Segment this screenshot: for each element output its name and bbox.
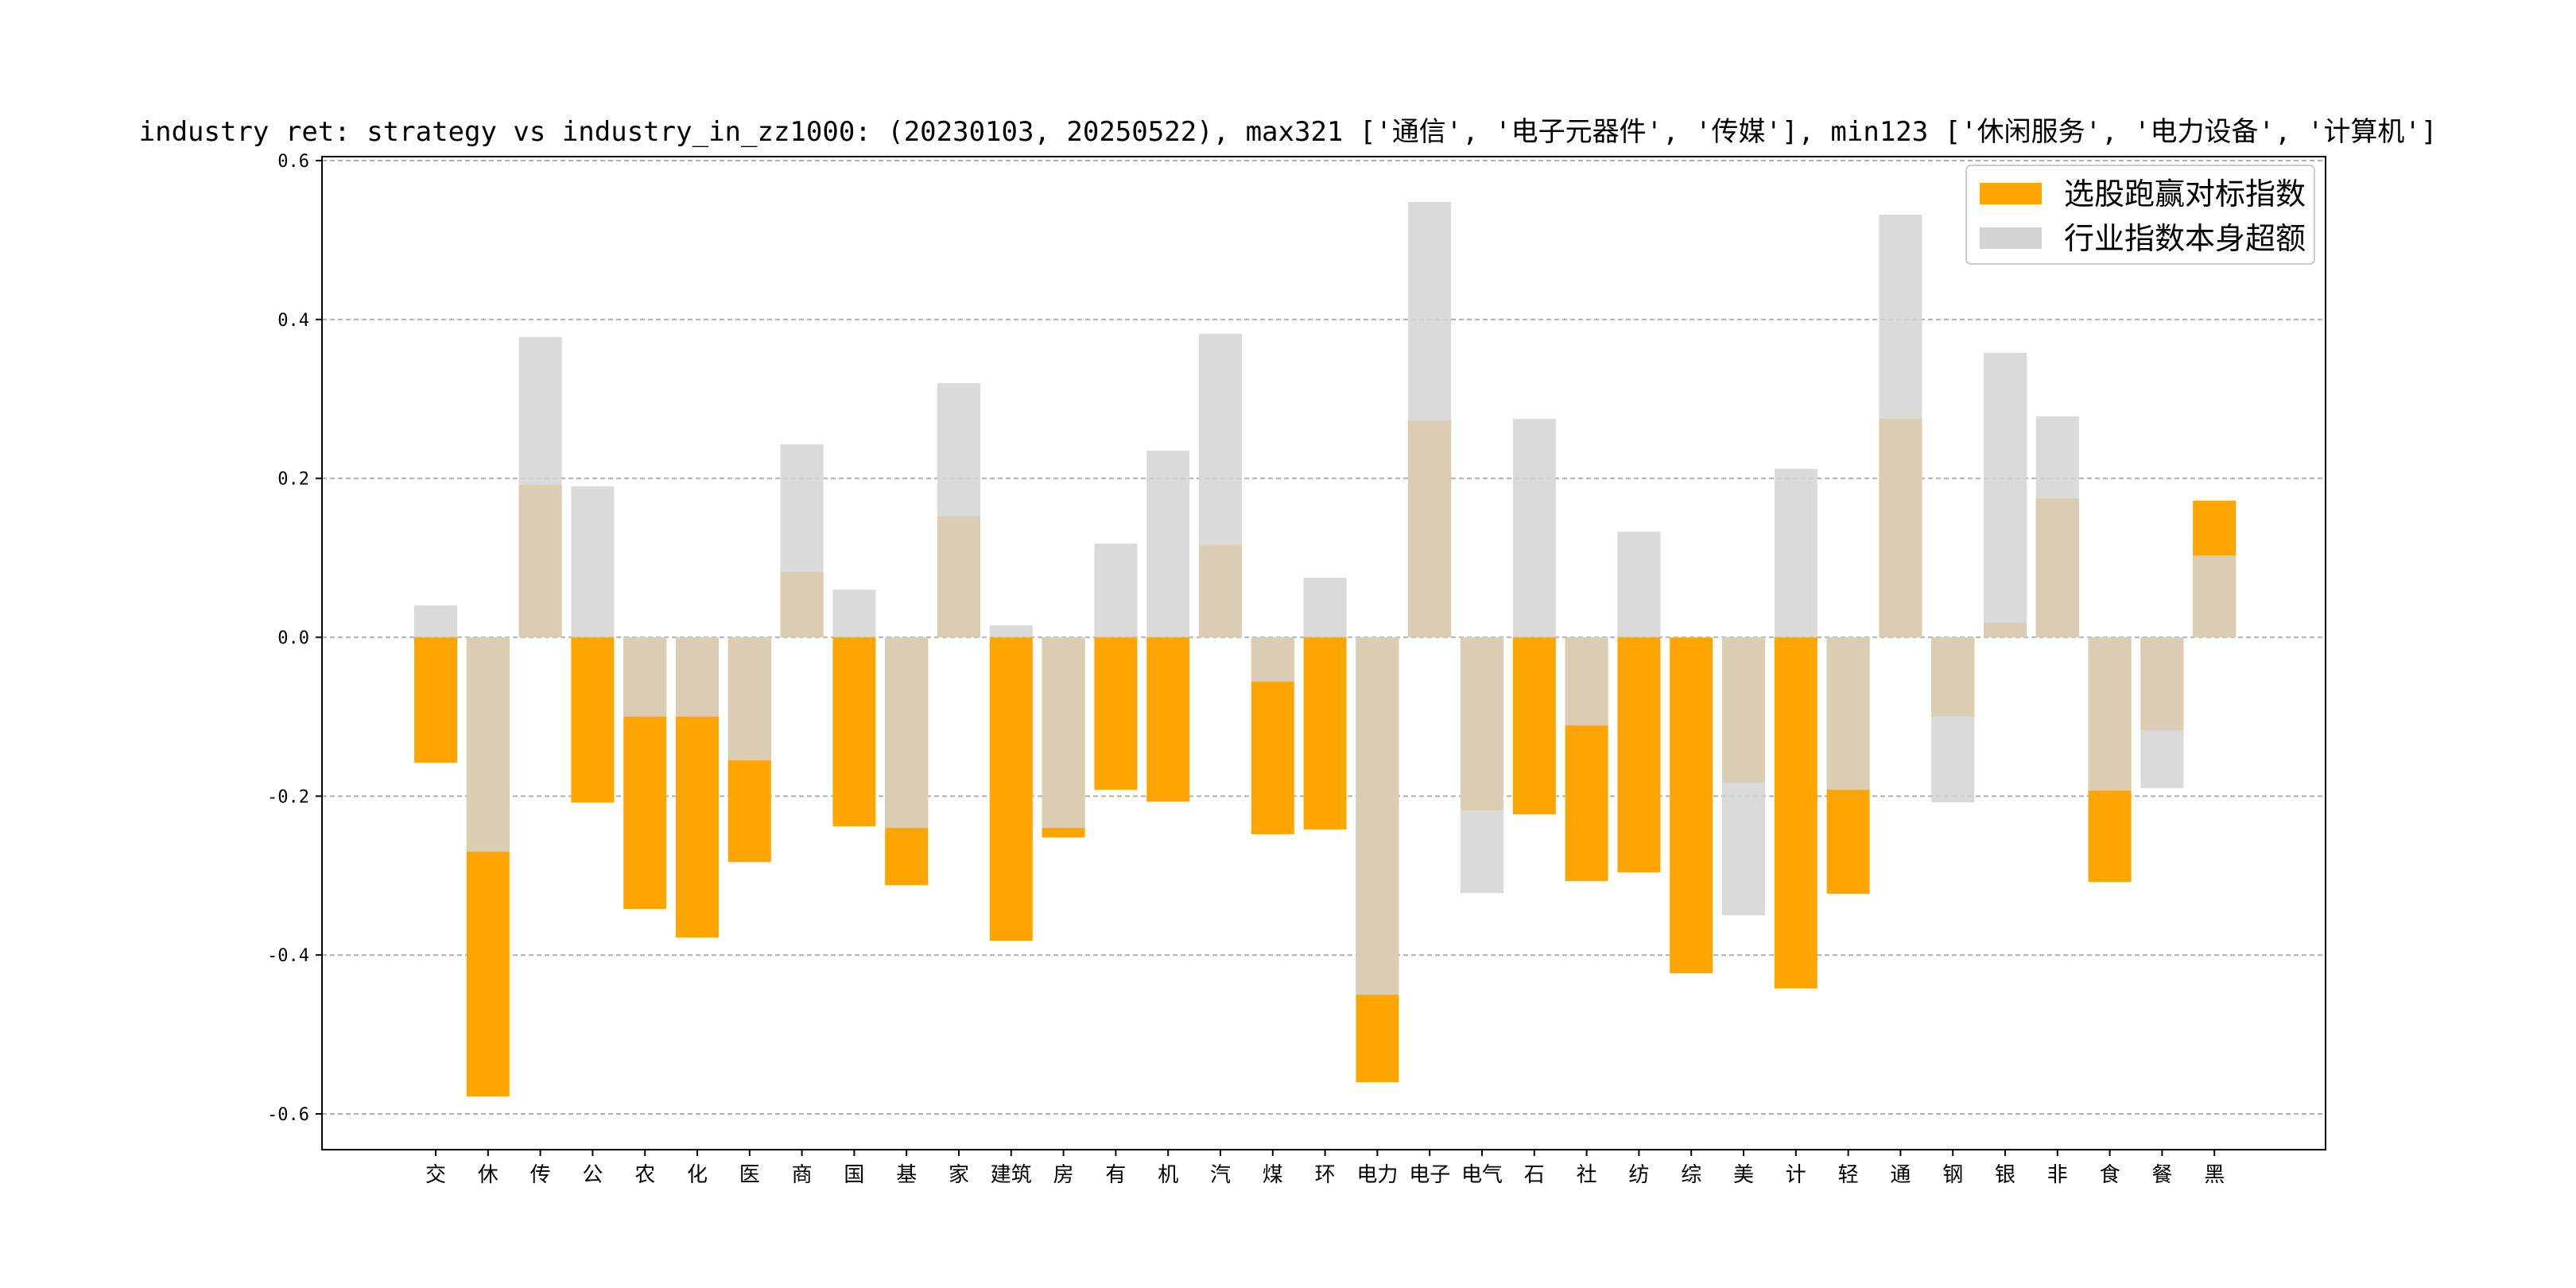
x-tick-label: 休 <box>478 1163 499 1187</box>
x-tick-label: 传 <box>530 1163 551 1187</box>
bar-strategy-14 <box>1146 637 1190 802</box>
x-tick-label: 计 <box>1786 1163 1806 1187</box>
bar-industry-25 <box>1722 637 1765 916</box>
x-tick-label: 食 <box>2100 1163 2120 1187</box>
bar-strategy-11 <box>989 637 1033 941</box>
bar-strategy-23 <box>1617 637 1661 873</box>
legend-label-strategy: 选股跑赢对标指数 <box>2064 177 2306 211</box>
bar-industry-19 <box>1408 201 1452 638</box>
legend-label-industry: 行业指数本身超额 <box>2064 221 2306 256</box>
legend-swatch-industry <box>1980 227 2042 249</box>
bar-industry-11 <box>989 625 1033 638</box>
bar-industry-28 <box>1879 214 1922 638</box>
bar-industry-22 <box>1565 637 1608 726</box>
bar-industry-14 <box>1146 450 1190 638</box>
x-tick-label: 钢 <box>1942 1163 1963 1187</box>
x-tick-label: 纺 <box>1628 1163 1649 1187</box>
x-tick-label: 商 <box>792 1163 813 1187</box>
y-tick-label: -0.6 <box>267 1105 309 1125</box>
bar-industry-5 <box>676 637 719 717</box>
x-tick-label: 房 <box>1053 1163 1074 1187</box>
x-tick-label: 电子 <box>1409 1163 1450 1187</box>
x-tick-label: 综 <box>1681 1163 1701 1187</box>
legend: 选股跑赢对标指数 行业指数本身超额 <box>1965 165 2315 265</box>
y-tick-label: -0.4 <box>267 946 309 966</box>
x-tick-label: 有 <box>1105 1163 1126 1187</box>
legend-swatch-strategy <box>1980 183 2042 204</box>
x-tick-label: 机 <box>1158 1163 1178 1187</box>
x-tick-label: 家 <box>949 1163 969 1187</box>
bar-strategy-17 <box>1303 637 1347 830</box>
x-tick-label: 公 <box>582 1163 603 1187</box>
bar-industry-34 <box>2193 555 2237 638</box>
bar-strategy-13 <box>1094 637 1138 790</box>
bar-industry-15 <box>1199 333 1242 638</box>
x-tick-label: 化 <box>687 1163 708 1187</box>
y-tick-label: 0.6 <box>277 152 309 172</box>
x-tick-label: 通 <box>1890 1163 1911 1187</box>
bar-strategy-24 <box>1670 637 1713 974</box>
bar-industry-21 <box>1512 418 1556 638</box>
x-tick-label: 轻 <box>1838 1163 1859 1187</box>
bar-strategy-3 <box>571 637 615 803</box>
x-tick-label: 电气 <box>1461 1163 1503 1187</box>
bar-strategy-26 <box>1774 637 1818 989</box>
bar-industry-20 <box>1461 637 1503 894</box>
bar-industry-3 <box>571 486 615 638</box>
bar-industry-16 <box>1251 637 1294 682</box>
x-tick-label: 石 <box>1524 1163 1545 1187</box>
x-tick-label: 黑 <box>2204 1163 2225 1187</box>
legend-frame <box>1965 165 2315 265</box>
y-tick-label: 0.0 <box>277 629 309 649</box>
bar-industry-6 <box>727 637 771 761</box>
bar-industry-2 <box>518 336 562 638</box>
plot-frame <box>321 156 2326 1150</box>
bar-industry-4 <box>623 637 667 717</box>
bar-industry-1 <box>466 637 510 852</box>
bar-industry-10 <box>937 382 980 638</box>
x-axis: 交 休 传 公 农 化 医 商 国 基 家建筑房 有 机 汽 煤 环电力 电子 电气石 社 纺 综 美 计 轻 通 钢 银 非 食 餐 黑 <box>425 1150 2225 1187</box>
x-tick-label: 农 <box>634 1163 655 1187</box>
x-tick-label: 国 <box>844 1163 864 1187</box>
x-tick-label: 环 <box>1315 1163 1336 1187</box>
x-tick-label: 基 <box>896 1163 917 1187</box>
y-axis: 0.6 0.4 0.2 0.0 -0.2 -0.4 -0.6 <box>267 152 322 1125</box>
y-tick-label: 0.4 <box>277 311 309 331</box>
bar-industry-7 <box>780 444 824 638</box>
bar-industry-9 <box>885 637 929 828</box>
bar-strategy-0 <box>414 637 457 763</box>
x-tick-label: 非 <box>2047 1163 2068 1187</box>
bar-industry-33 <box>2140 637 2184 789</box>
x-tick-label: 电力 <box>1356 1163 1398 1187</box>
bar-strategy-21 <box>1512 637 1556 815</box>
bar-industry-32 <box>2088 637 2132 791</box>
x-tick-label: 煤 <box>1263 1163 1283 1187</box>
x-tick-label: 社 <box>1577 1163 1597 1187</box>
bar-strategy-8 <box>832 637 876 827</box>
bar-industry-27 <box>1826 637 1870 790</box>
x-tick-label: 医 <box>739 1163 760 1187</box>
y-tick-label: -0.2 <box>267 787 309 807</box>
x-tick-label: 餐 <box>2151 1163 2172 1187</box>
bar-industry-8 <box>832 589 876 638</box>
bar-industry-30 <box>1984 352 2027 638</box>
bar-industry-18 <box>1356 637 1399 995</box>
y-tick-label: 0.2 <box>277 470 309 490</box>
chart-title: industry ret: strategy vs industry_in_zz… <box>139 116 2438 148</box>
bar-industry-26 <box>1774 468 1818 638</box>
x-tick-label: 汽 <box>1210 1163 1231 1187</box>
bar-industry-17 <box>1303 577 1347 638</box>
x-tick-label: 银 <box>1995 1163 2015 1187</box>
bar-industry-23 <box>1617 531 1661 638</box>
x-tick-label: 美 <box>1733 1163 1754 1187</box>
x-tick-label: 交 <box>425 1163 446 1187</box>
bar-industry-12 <box>1042 637 1085 828</box>
bar-industry-13 <box>1094 543 1138 638</box>
bar-industry-0 <box>414 605 457 638</box>
bar-industry-31 <box>2035 416 2079 638</box>
bars <box>414 201 2237 1097</box>
x-tick-label: 建筑 <box>991 1163 1032 1187</box>
bar-industry-29 <box>1931 637 1975 803</box>
